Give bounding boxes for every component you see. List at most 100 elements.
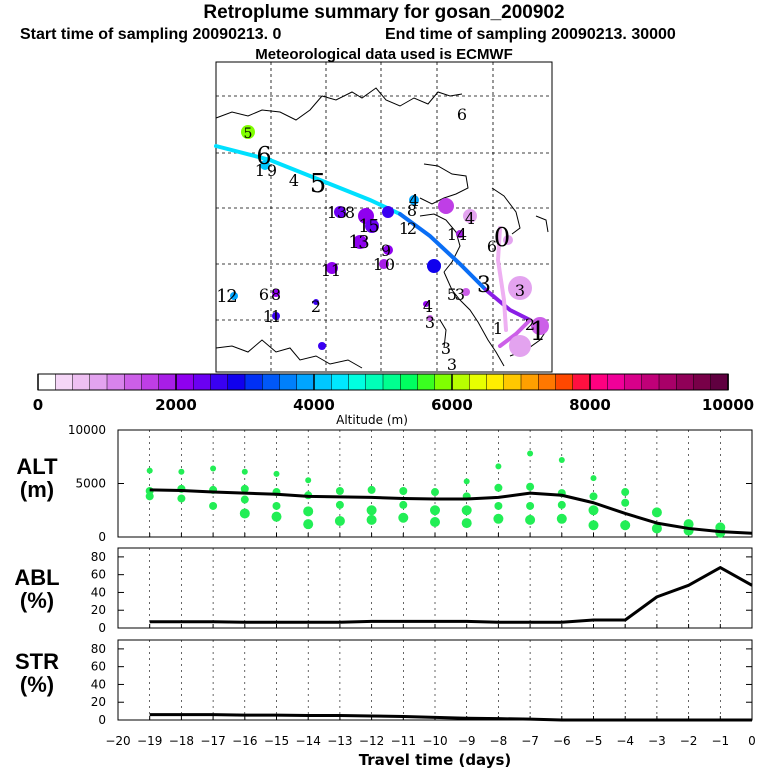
plume-dot	[462, 288, 470, 296]
plume-number: 1	[493, 319, 503, 338]
colorbar-cell	[365, 373, 384, 391]
xtick-label: −18	[169, 734, 194, 748]
colorbar-cell	[382, 373, 401, 391]
alt-series-line	[149, 488, 753, 535]
alt-scatter-point	[589, 492, 598, 501]
plume-number: 4	[423, 297, 433, 316]
alt-scatter-point	[240, 495, 249, 504]
plume-dot	[379, 259, 389, 269]
coastlines	[215, 87, 549, 369]
plume-number: 1	[358, 216, 369, 237]
colorbar-cell	[158, 373, 177, 391]
colorbar-tick-label: 2000	[155, 396, 197, 414]
alt-scatter-point	[178, 468, 185, 475]
xtick-label: −7	[521, 734, 539, 748]
alt-scatter-point	[431, 488, 439, 497]
alt-scatter-point	[556, 513, 567, 524]
xtick-label: −14	[296, 734, 321, 748]
alt-panel-label: ALT (m)	[16, 454, 58, 502]
plume-number: 3	[441, 339, 451, 358]
trajectory-segment	[214, 144, 402, 216]
end-time-label: End time of sampling 20090213. 30000	[385, 26, 676, 43]
colorbar-cell	[193, 373, 212, 391]
colorbar-cell	[106, 373, 125, 391]
alt-scatter-point	[588, 505, 599, 516]
plume-number: 3	[455, 285, 465, 304]
plume-dot	[456, 230, 464, 238]
plume-dot	[463, 209, 477, 223]
plume-dot	[230, 292, 238, 300]
plume-number: 9	[381, 241, 391, 260]
alt-scatter-point	[366, 505, 377, 516]
alt-scatter-point	[494, 501, 503, 510]
xtick-label: −16	[232, 734, 257, 748]
plume-number: 3	[515, 281, 525, 300]
alt-scatter-point	[398, 512, 409, 523]
plume-number: 9	[267, 161, 277, 180]
alt-scatter-point	[494, 483, 503, 492]
plume-number: 8	[345, 203, 355, 222]
alt-scatter-point	[620, 520, 631, 531]
x-axis-label: Travel time (days)	[359, 751, 512, 768]
met-data-label: Meteorological data used is ECMWF	[255, 46, 513, 63]
plume-number: 2	[407, 219, 417, 238]
xtick-label: −1	[711, 734, 729, 748]
plume-dot	[503, 235, 513, 245]
alt-scatter-point	[461, 518, 472, 529]
plume-number: 2	[525, 315, 535, 334]
plume-number: 5	[447, 285, 457, 304]
plume-dot	[509, 335, 531, 357]
colorbar-cell	[555, 373, 574, 391]
plume-dot	[318, 342, 326, 350]
colorbar-cell	[348, 373, 367, 391]
alt-scatter-point	[210, 465, 217, 472]
xtick-label: −6	[553, 734, 571, 748]
plume-number: 1	[331, 261, 341, 280]
colorbar-cell	[296, 373, 315, 391]
xtick-label: −3	[648, 734, 666, 748]
colorbar-cell	[486, 373, 505, 391]
plume-dot	[409, 195, 419, 205]
colorbar-cell	[227, 373, 246, 391]
colorbar-cell	[607, 373, 626, 391]
abl-ytick-label: 20	[91, 603, 106, 617]
alt-scatter-point	[651, 507, 662, 518]
plume-number: 1	[348, 232, 359, 253]
trajectory-segment	[398, 212, 488, 292]
alt-scatter-point	[335, 486, 344, 495]
colorbar-cell	[89, 373, 108, 391]
str-ytick-label: 60	[91, 660, 106, 674]
alt-scatter-point	[651, 523, 662, 534]
alt-scatter-point	[271, 511, 282, 522]
plume-number: 1	[373, 255, 383, 274]
alt-scatter-point	[399, 486, 408, 495]
alt-scatter-point	[146, 467, 153, 474]
str-panel-label: STR (%)	[15, 649, 59, 697]
colorbar-cell	[676, 373, 695, 391]
alt-scatter-point	[335, 500, 344, 509]
alt-scatter-point	[526, 482, 535, 491]
plume-number: 3	[447, 355, 457, 374]
plume-number: 3	[425, 313, 435, 332]
colorbar-tick-label: 8000	[569, 396, 611, 414]
alt-scatter-point	[367, 485, 376, 494]
xtick-label: −4	[616, 734, 634, 748]
colorbar-tick-label: 6000	[431, 396, 473, 414]
plume-number: 3	[358, 232, 369, 253]
xtick-label: −20	[105, 734, 130, 748]
colorbar-cell	[434, 373, 453, 391]
alt-scatter-point	[177, 494, 186, 503]
colorbar-cell	[313, 373, 332, 391]
xtick-label: −9	[458, 734, 476, 748]
trajectory-segment	[484, 288, 532, 322]
plume-number: 2	[311, 297, 321, 316]
colorbar-cell	[538, 373, 557, 391]
plume-number: 0	[385, 255, 395, 274]
colorbar-cell	[124, 373, 143, 391]
colorbar-cell	[175, 373, 194, 391]
plume-dot	[272, 312, 280, 320]
str-series-line	[149, 713, 752, 722]
plume-dot	[365, 219, 379, 233]
colorbar-cell	[244, 373, 263, 391]
plume-number: 1	[321, 261, 331, 280]
